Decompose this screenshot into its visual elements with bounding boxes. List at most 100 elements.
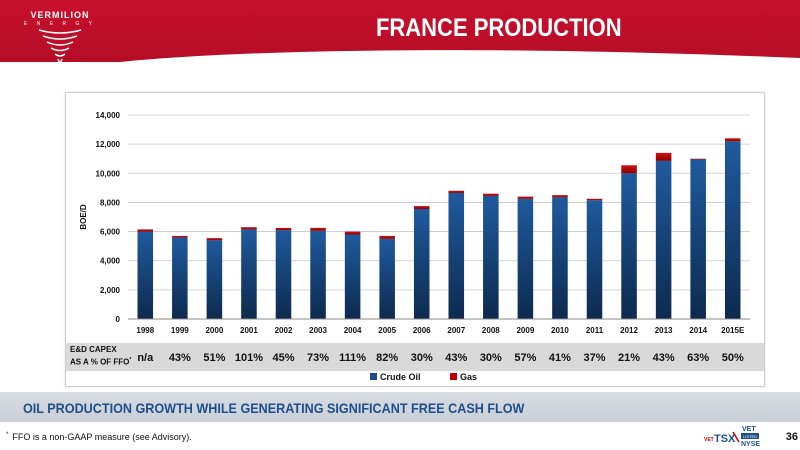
bar-crude-oil-2010 [552, 197, 568, 319]
y-tick-label: 12,000 [96, 140, 121, 149]
bar-crude-oil-2009 [517, 198, 534, 319]
company-logo: VERMILION E N E R G Y [10, 4, 110, 74]
bar-gas-2008 [483, 193, 499, 196]
legend-item-crude-oil: Crude Oil [370, 372, 421, 382]
bar-gas-1998 [137, 229, 154, 232]
capex-value-2005: 82% [376, 352, 399, 364]
bar-gas-2005 [379, 235, 395, 239]
x-tick-label: 2008 [482, 326, 500, 335]
y-tick-label: 6,000 [100, 228, 121, 237]
capex-label-line2-text: AS A % OF FFO [70, 357, 130, 367]
bar-crude-oil-2015E [724, 141, 741, 319]
capex-value-2012: 21% [618, 352, 641, 364]
y-tick-label: 2,000 [100, 286, 121, 295]
legend-swatch-crude-oil [370, 373, 377, 380]
x-tick-label: 1999 [171, 326, 189, 335]
bar-crude-oil-2014 [690, 159, 706, 319]
bar-gas-2009 [517, 196, 534, 199]
bar-gas-2015E [724, 138, 741, 142]
capex-label-sup: * [129, 357, 132, 363]
y-tick-label: 0 [116, 315, 121, 324]
bar-crude-oil-2012 [621, 173, 637, 319]
capex-value-2006: 30% [410, 352, 433, 364]
footnote: * FFO is a non-GAAP measure (see Advisory… [6, 432, 192, 442]
capex-value-2013: 43% [652, 352, 675, 364]
capex-label-line1: E&D CAPEX [70, 345, 117, 354]
bar-crude-oil-2008 [483, 195, 499, 319]
bar-gas-2000 [206, 238, 223, 241]
capex-value-1999: 43% [168, 352, 191, 364]
bar-crude-oil-2000 [206, 240, 223, 319]
bar-gas-2011 [586, 198, 603, 201]
capex-value-1998: n/a [137, 352, 154, 364]
x-tick-label: 2007 [447, 326, 465, 335]
bar-crude-oil-2001 [241, 229, 257, 319]
x-tick-label: 2011 [586, 326, 604, 335]
x-tick-label: 2003 [309, 326, 327, 335]
ticker-nyse: NYSE [741, 441, 760, 448]
logo-mark-icon [38, 29, 82, 67]
logo-name: VERMILION [30, 10, 90, 20]
bar-gas-2007 [448, 190, 465, 193]
footer-band [0, 392, 800, 422]
y-tick-label: 10,000 [96, 169, 121, 178]
page-title: FRANCE PRODUCTION [375, 14, 622, 42]
x-tick-label: 2015E [721, 326, 745, 335]
capex-value-2011: 37% [583, 352, 606, 364]
capex-value-2007: 43% [445, 352, 468, 364]
footnote-text: FFO is a non-GAAP measure (see Advisory)… [12, 432, 192, 442]
capex-value-2015E: 50% [721, 352, 744, 364]
bar-crude-oil-1998 [137, 231, 154, 319]
footnote-mark: * [6, 432, 9, 438]
y-tick-label: 8,000 [100, 198, 121, 207]
x-tick-label: 2001 [240, 326, 258, 335]
legend-label-gas: Gas [460, 372, 478, 382]
capex-value-2002: 45% [272, 352, 295, 364]
x-tick-label: 2006 [413, 326, 431, 335]
x-tick-label: 2000 [205, 326, 223, 335]
ticker-tsx: TSX [714, 433, 736, 445]
header-sweep-decoration [120, 50, 800, 70]
x-tick-label: 2002 [275, 326, 293, 335]
bar-gas-2014 [690, 158, 706, 160]
bar-crude-oil-2002 [275, 230, 292, 319]
logo-sub: E N E R G Y [24, 21, 96, 27]
bar-crude-oil-2005 [379, 238, 395, 319]
x-tick-label: 2012 [620, 326, 638, 335]
capex-band [66, 343, 764, 371]
y-axis-label: BOE/D [79, 204, 88, 230]
ticker-vet-small: VET [704, 437, 714, 443]
bar-crude-oil-2004 [344, 234, 361, 319]
x-tick-label: 1998 [136, 326, 154, 335]
capex-label-line2: AS A % OF FFO* [70, 355, 160, 368]
x-tick-label: 2004 [344, 326, 362, 335]
ticker-listed: LISTED [743, 434, 757, 439]
bar-gas-1999 [172, 235, 188, 238]
bar-crude-oil-2003 [310, 230, 326, 319]
y-tick-label: 14,000 [96, 111, 121, 120]
bar-gas-2001 [241, 227, 257, 230]
y-tick-label: 4,000 [100, 257, 121, 266]
bar-crude-oil-1999 [172, 237, 188, 319]
capex-value-2010: 41% [548, 352, 571, 364]
capex-value-2004: 111% [339, 352, 367, 364]
bar-crude-oil-2011 [586, 200, 603, 319]
legend-label-crude-oil: Crude Oil [380, 372, 421, 382]
x-tick-label: 2014 [689, 326, 707, 335]
x-tick-label: 2013 [655, 326, 673, 335]
bar-gas-2010 [552, 195, 568, 198]
bar-gas-2013 [655, 152, 672, 161]
ticker-vet-nyse: VET [742, 426, 756, 433]
footer-title: OIL PRODUCTION GROWTH WHILE GENERATING S… [23, 400, 525, 416]
bar-crude-oil-2013 [655, 160, 672, 319]
capex-value-2003: 73% [307, 352, 330, 364]
bar-gas-2003 [310, 227, 326, 231]
exchange-ticker-logo: VET TSX VET LISTED NYSE [704, 426, 760, 448]
bar-gas-2006 [413, 206, 430, 209]
x-tick-label: 2005 [378, 326, 396, 335]
legend-swatch-gas [450, 373, 457, 380]
legend-item-gas: Gas [450, 372, 477, 382]
capex-label: E&D CAPEX AS A % OF FFO* [70, 345, 160, 368]
x-tick-label: 2009 [516, 326, 534, 335]
